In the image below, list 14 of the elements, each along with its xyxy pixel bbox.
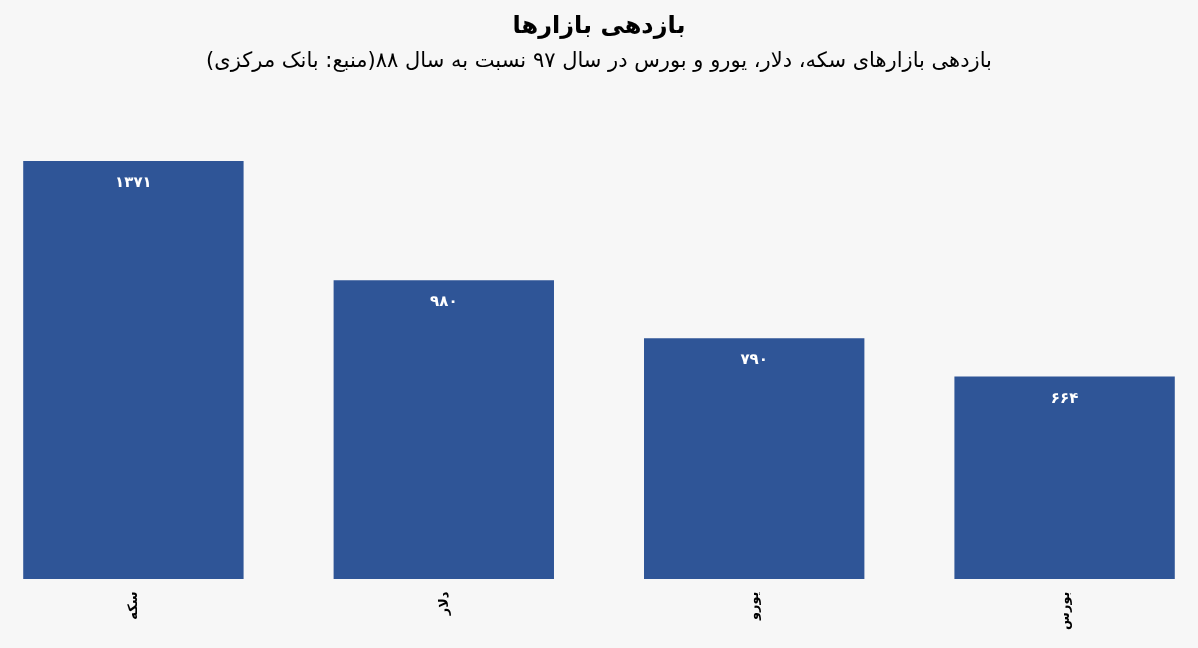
data-label: ۶۶۴	[1050, 388, 1079, 407]
bar	[23, 161, 244, 579]
x-tick-label: یورو	[746, 591, 762, 622]
chart-title: بازدهی بازارها	[512, 11, 686, 39]
bar	[333, 280, 554, 579]
data-label: ۱۳۷۱	[115, 173, 152, 191]
x-tick-label: دلار	[435, 591, 451, 617]
x-tick-label: سکه	[125, 591, 141, 620]
data-label: ۷۹۰	[740, 350, 768, 369]
x-tick-label: بورس	[1056, 591, 1072, 630]
bar	[644, 338, 865, 579]
chart-subtitle: بازدهی بازارهای سکه، دلار، یورو و بورس در سال ۹۷ نسبت به سال ۸۸(منبع: بانک مرکزی)	[206, 48, 992, 72]
data-label: ۹۸۰	[430, 292, 458, 311]
bar	[954, 376, 1175, 579]
